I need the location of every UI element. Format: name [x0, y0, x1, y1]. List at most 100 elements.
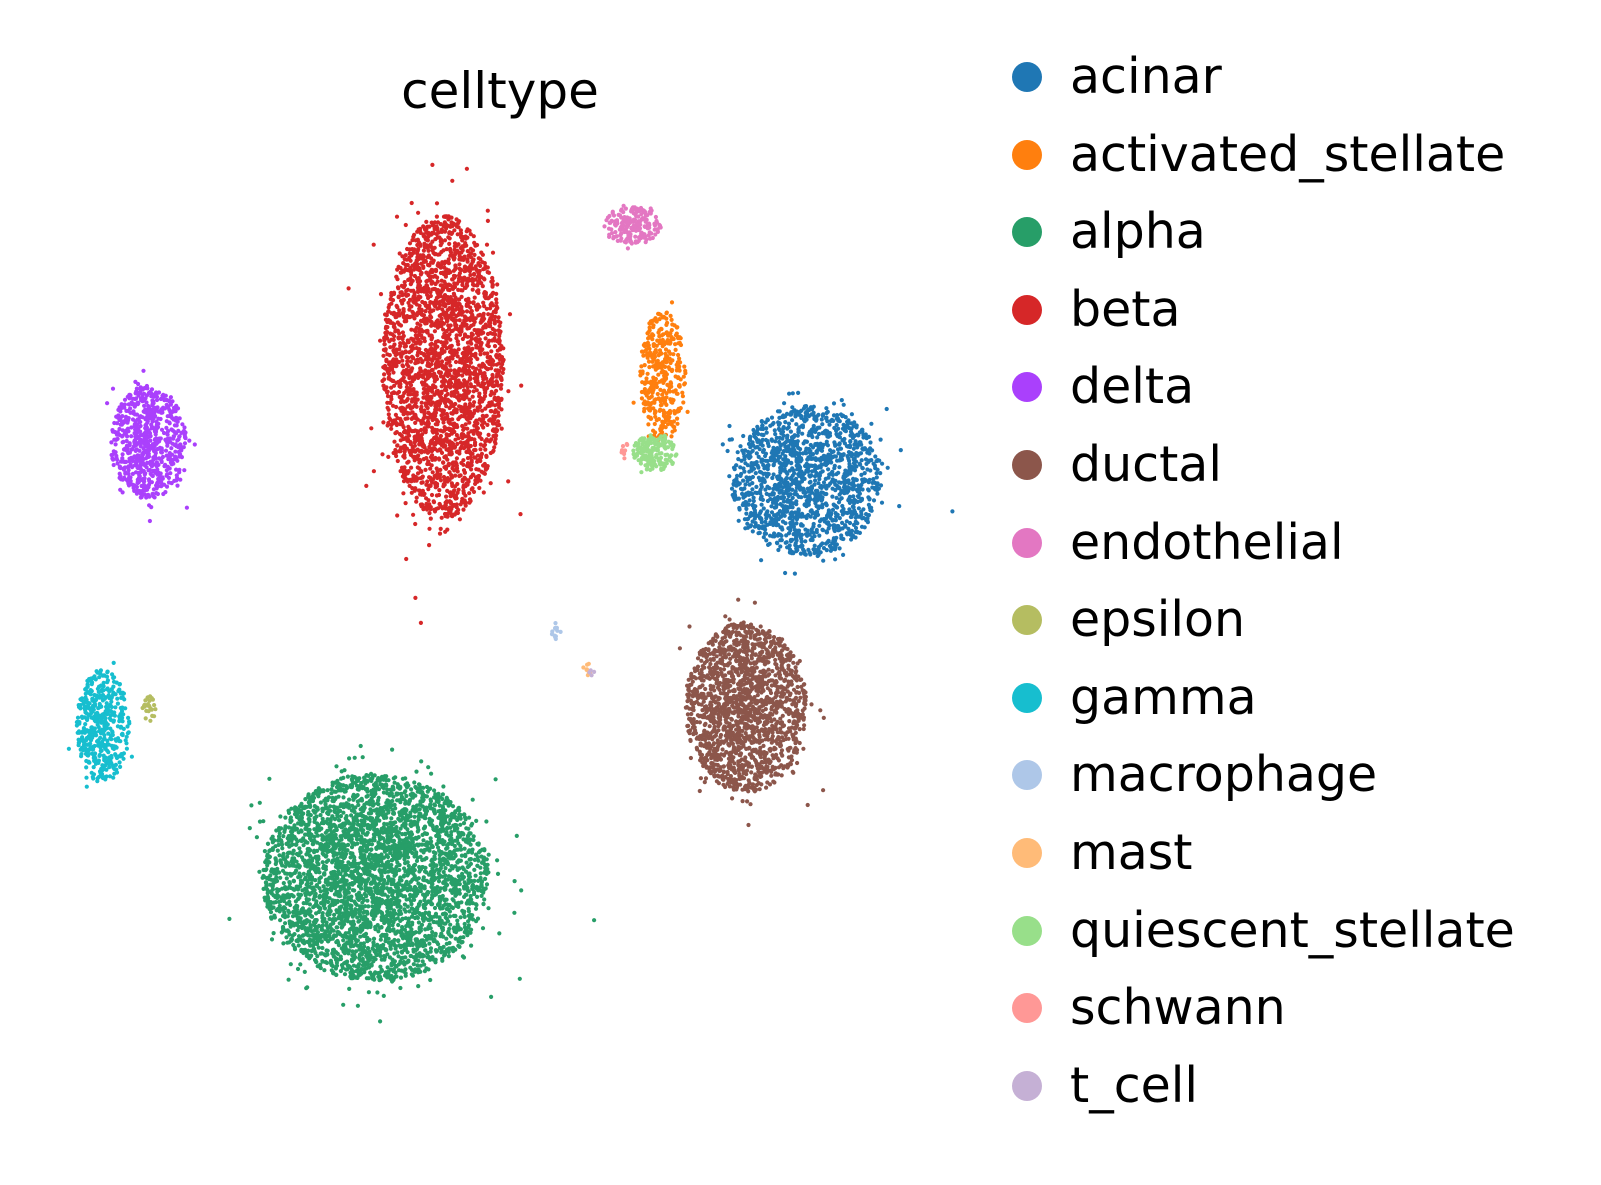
cell-point [332, 912, 337, 918]
cell-point [449, 215, 454, 220]
cell-point [405, 287, 410, 292]
cell-point [397, 898, 402, 904]
cell-point [415, 465, 420, 470]
cell-point [413, 487, 418, 492]
cell-point [395, 277, 400, 282]
cell-point [471, 234, 476, 239]
cell-point [455, 390, 460, 395]
cell-point [417, 267, 422, 272]
cell-point [315, 833, 320, 838]
cell-point [421, 375, 426, 380]
cell-point [335, 925, 340, 930]
cell-point [420, 360, 425, 365]
cell-point [453, 295, 458, 300]
cell-point [480, 284, 485, 289]
cell-point [446, 426, 451, 431]
cell-point [499, 396, 504, 401]
cell-point [424, 496, 429, 501]
cell-point [444, 367, 449, 372]
cell-point [288, 924, 293, 929]
cell-point [413, 428, 418, 433]
cell-point [414, 333, 419, 338]
cell-point [476, 381, 481, 386]
cell-point [464, 166, 469, 171]
cell-point [446, 235, 451, 240]
cell-point [423, 300, 428, 306]
cell-point [404, 398, 410, 403]
cell-point [378, 292, 384, 297]
cell-point [412, 403, 417, 408]
cell-point [341, 795, 346, 800]
cell-point [427, 475, 432, 480]
cell-point [412, 247, 417, 252]
cell-point [427, 444, 432, 450]
cell-point [403, 222, 408, 228]
cell-point [318, 907, 323, 912]
cell-point [364, 976, 369, 981]
cell-point [416, 350, 421, 355]
cell-point [296, 943, 301, 948]
cell-point [425, 450, 430, 455]
cell-point [465, 416, 470, 421]
cell-point [467, 497, 473, 502]
cell-point [493, 332, 498, 337]
cell-point [382, 336, 387, 341]
cell-point [413, 449, 418, 454]
cell-point [458, 915, 463, 920]
cell-point [247, 826, 252, 831]
cell-point [433, 362, 438, 367]
cell-point [392, 390, 397, 395]
cell-point [455, 354, 460, 359]
cell-point [382, 342, 387, 347]
cell-point [485, 270, 490, 275]
cell-point [478, 442, 483, 447]
cell-point [429, 771, 434, 776]
cell-point [465, 426, 470, 431]
cell-point [409, 388, 414, 393]
cell-point [439, 950, 444, 955]
cell-point [403, 945, 408, 950]
cell-point [318, 813, 323, 818]
cell-point [392, 334, 397, 339]
cell-point [385, 352, 390, 357]
cell-point [405, 339, 411, 345]
cell-point [459, 432, 465, 437]
cell-point [432, 416, 437, 421]
cell-point [451, 890, 456, 895]
cell-point [467, 300, 472, 305]
cell-point [397, 908, 402, 913]
cell-point [444, 432, 449, 437]
cell-point [416, 246, 421, 252]
cell-point [417, 457, 422, 462]
cell-point [453, 473, 458, 478]
cell-point [419, 380, 425, 385]
cell-point [325, 899, 331, 905]
cell-point [467, 405, 472, 410]
cell-point [382, 372, 387, 377]
cell-point [491, 362, 496, 367]
cell-point [425, 393, 430, 399]
cell-point [482, 381, 487, 386]
cell-point [442, 455, 447, 460]
cell-point [429, 281, 434, 286]
cell-point [501, 346, 506, 351]
cell-point [442, 265, 447, 270]
cell-point [460, 288, 465, 293]
cell-point [472, 295, 477, 300]
cell-point [426, 487, 431, 492]
cell-point [441, 460, 446, 465]
cell-point [453, 263, 458, 268]
cell-point [407, 380, 412, 385]
cell-point [398, 290, 403, 295]
cell-point [489, 994, 494, 1000]
cell-point [451, 257, 457, 262]
cell-point [389, 426, 394, 431]
cell-point [352, 755, 357, 760]
cell-point [345, 774, 350, 779]
cell-point [346, 286, 351, 291]
cell-point [497, 323, 502, 329]
cell-point [481, 363, 487, 368]
cell-point [436, 472, 441, 477]
cell-point [275, 848, 280, 853]
cell-point [320, 860, 325, 865]
